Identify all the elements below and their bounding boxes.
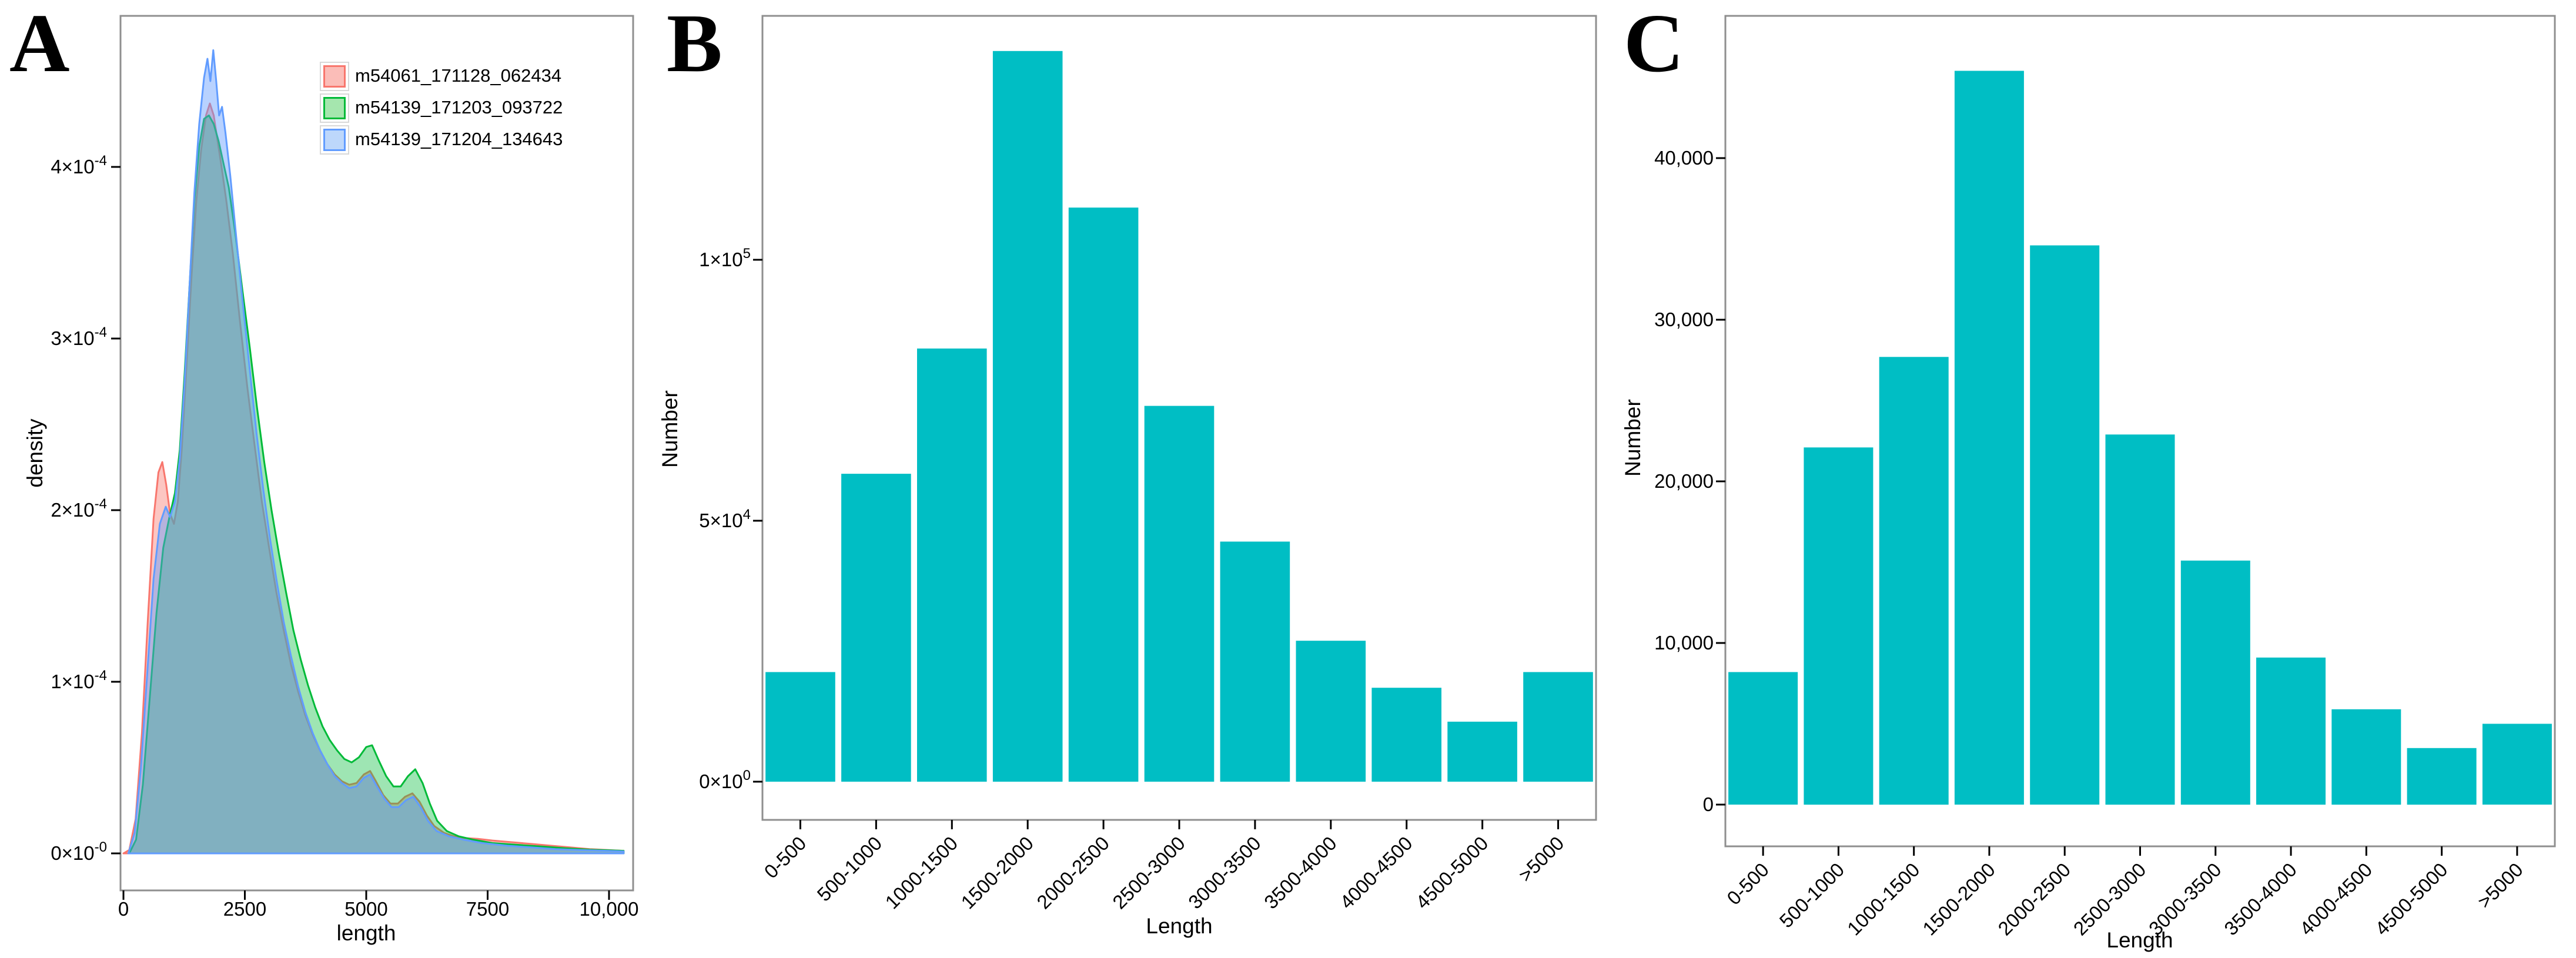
panel-c-label: C (1624, 0, 1684, 89)
plot-border (119, 15, 634, 892)
bar-1500-2000 (992, 51, 1063, 782)
x-tick-label: 10,000 (580, 898, 639, 920)
y-tick-label: 20,000 (1654, 470, 1714, 492)
bar-500-1000 (841, 474, 911, 782)
x-tick-label: 5000 (344, 898, 387, 920)
x-tick-label: >5000 (2473, 859, 2527, 913)
x-tick-label: 7500 (466, 898, 509, 920)
legend-label: m54061_171128_062434 (355, 65, 562, 86)
bar-3500-4000 (1296, 641, 1366, 782)
y-tick-label: 10,000 (1654, 632, 1714, 654)
bar-2500-3000 (2105, 434, 2175, 805)
y-tick-label: 0×100 (699, 768, 751, 792)
bar-3000-3500 (1220, 541, 1290, 782)
x-tick-label: 3000-3500 (2145, 859, 2226, 940)
x-tick-label: 2000-2500 (1993, 859, 2075, 940)
y-tick-label: 3×10-4 (51, 324, 107, 349)
y-axis-title: density (23, 418, 47, 488)
legend-label: m54139_171204_134643 (355, 129, 563, 149)
x-axis-title: Length (1146, 914, 1212, 938)
y-tick-label: 1×10-4 (51, 668, 107, 692)
legend-key-blue (320, 125, 349, 155)
blue-swatch-icon (323, 129, 346, 151)
y-tick-label: 1×105 (699, 246, 751, 270)
density-curve-m54061_171128_062434 (122, 102, 625, 855)
bar-4000-4500 (2331, 709, 2401, 805)
y-tick-label: 4×10-4 (51, 153, 107, 177)
legend: m54061_171128_062434 m54139_171203_09372… (320, 60, 563, 155)
legend-item: m54061_171128_062434 (320, 60, 563, 92)
red-swatch-icon (323, 65, 346, 88)
y-tick-label: 30,000 (1654, 309, 1714, 330)
x-tick-label: 500-1000 (1775, 859, 1849, 932)
legend-item: m54139_171204_134643 (320, 123, 563, 155)
bar-3000-3500 (2180, 560, 2250, 805)
bar-4500-5000 (1447, 721, 1517, 782)
x-tick-label: 1500-2000 (1918, 859, 1999, 940)
x-tick-label: 2500-3000 (2069, 859, 2150, 940)
bar->5000 (1523, 672, 1593, 782)
legend-item: m54139_171203_093722 (320, 92, 563, 123)
y-tick-label: 40,000 (1654, 147, 1714, 169)
bar-2500-3000 (1144, 406, 1215, 782)
y-tick-label: 0 (1703, 793, 1714, 815)
x-tick-label: 3500-4000 (2220, 859, 2301, 940)
x-tick-label: 0 (118, 898, 129, 920)
y-tick-label: 5×104 (699, 507, 751, 531)
x-tick-label: 1000-1500 (1843, 859, 1924, 940)
x-tick-label: 4500-5000 (2371, 859, 2452, 940)
bar-3500-4000 (2256, 657, 2326, 805)
bar-0-500 (765, 672, 835, 782)
bar-0-500 (1728, 672, 1798, 805)
bar-500-1000 (1804, 447, 1874, 805)
x-axis-title: length (337, 921, 396, 945)
x-tick-label: 2500 (223, 898, 266, 920)
bar-2000-2500 (2030, 245, 2100, 805)
legend-key-red (320, 62, 349, 91)
x-tick-label: 4000-4500 (2296, 859, 2377, 940)
legend-label: m54139_171203_093722 (355, 97, 563, 118)
density-curve-m54139_171204_134643 (127, 49, 625, 855)
panel-b-label: B (667, 0, 722, 89)
bar-2000-2500 (1068, 207, 1139, 782)
green-swatch-icon (323, 97, 346, 119)
density-series-group (122, 49, 625, 855)
bar-4000-4500 (1371, 688, 1441, 782)
bar-4500-5000 (2407, 748, 2477, 805)
bar-1000-1500 (1879, 357, 1949, 805)
bar-1000-1500 (917, 349, 987, 782)
legend-key-green (320, 93, 349, 123)
x-axis-title: Length (2106, 928, 2173, 952)
y-tick-label: 2×10-4 (51, 496, 107, 521)
y-axis-title: Number (658, 390, 682, 468)
panel-a-label: A (9, 0, 70, 89)
bar->5000 (2482, 723, 2552, 805)
x-tick-label: 0-500 (1722, 859, 1773, 909)
y-tick-label: 0×10-0 (51, 839, 107, 864)
y-axis-title: Number (1621, 399, 1645, 477)
bar-1500-2000 (1954, 71, 2024, 805)
